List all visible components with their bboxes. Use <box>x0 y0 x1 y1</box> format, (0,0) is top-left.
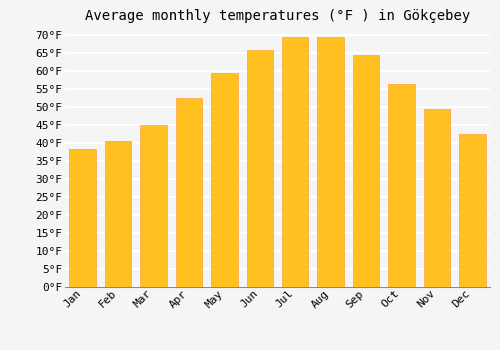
Bar <box>176 98 202 287</box>
Bar <box>105 141 132 287</box>
Bar <box>246 50 273 287</box>
Title: Average monthly temperatures (°F ) in Gökçebey: Average monthly temperatures (°F ) in Gö… <box>85 9 470 23</box>
Bar <box>70 148 96 287</box>
Bar <box>388 84 414 287</box>
Bar <box>140 125 167 287</box>
Bar <box>211 73 238 287</box>
Bar <box>424 109 450 287</box>
Bar <box>353 55 380 287</box>
Bar <box>318 37 344 287</box>
Bar <box>282 37 308 287</box>
Bar <box>459 134 485 287</box>
